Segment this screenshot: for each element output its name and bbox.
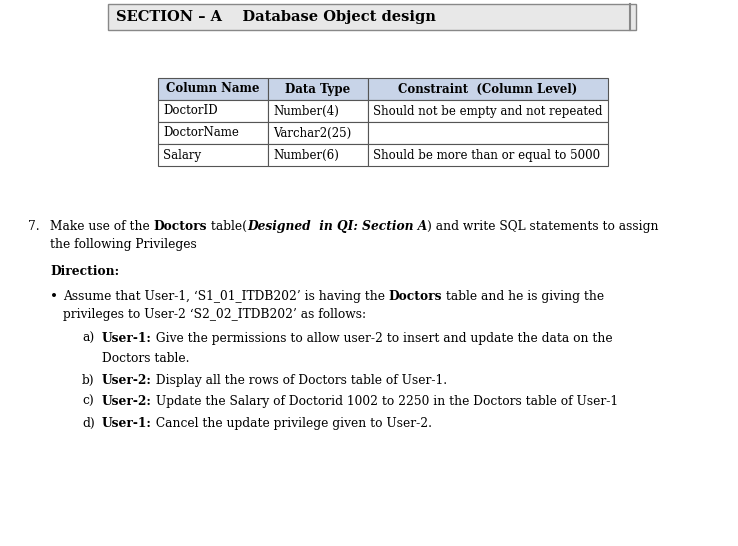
Bar: [268, 144, 368, 166]
Text: d): d): [82, 417, 94, 430]
Text: Should be more than or equal to 5000: Should be more than or equal to 5000: [373, 149, 600, 162]
Text: User-1:: User-1:: [102, 332, 152, 345]
Text: User-2:: User-2:: [102, 395, 152, 408]
Bar: [158, 144, 268, 166]
Text: Designed  in QI: Section A: Designed in QI: Section A: [247, 220, 427, 233]
Bar: [368, 100, 608, 122]
Text: Display all the rows of Doctors table of User-1.: Display all the rows of Doctors table of…: [152, 374, 447, 387]
Text: DoctorName: DoctorName: [163, 127, 239, 139]
Text: Assume that User-1, ‘S1_01_ITDB202’ is having the: Assume that User-1, ‘S1_01_ITDB202’ is h…: [63, 290, 389, 303]
Text: Cancel the update privilege given to User-2.: Cancel the update privilege given to Use…: [152, 417, 432, 430]
Bar: [268, 78, 368, 100]
Bar: [268, 100, 368, 122]
Text: c): c): [82, 395, 94, 408]
Text: User-1:: User-1:: [102, 417, 152, 430]
Text: table(: table(: [207, 220, 247, 233]
Text: Number(4): Number(4): [273, 104, 339, 117]
Bar: [368, 122, 608, 144]
Text: 7.: 7.: [28, 220, 40, 233]
Text: ) and write SQL statements to assign: ) and write SQL statements to assign: [427, 220, 659, 233]
Text: Update the Salary of Doctorid 1002 to 2250 in the Doctors table of User-1: Update the Salary of Doctorid 1002 to 22…: [152, 395, 618, 408]
Text: table and he is giving the: table and he is giving the: [442, 290, 604, 303]
Text: Number(6): Number(6): [273, 149, 339, 162]
Text: Column Name: Column Name: [166, 82, 260, 96]
Bar: [158, 100, 268, 122]
Text: Doctors: Doctors: [389, 290, 442, 303]
Bar: [108, 4, 636, 30]
Text: Salary: Salary: [163, 149, 201, 162]
Text: •: •: [50, 290, 58, 304]
Text: Data Type: Data Type: [286, 82, 351, 96]
Text: Doctors table.: Doctors table.: [102, 352, 190, 365]
Bar: [158, 122, 268, 144]
Text: Constraint  (Column Level): Constraint (Column Level): [399, 82, 578, 96]
Text: Varchar2(25): Varchar2(25): [273, 127, 351, 139]
Text: DoctorID: DoctorID: [163, 104, 218, 117]
Text: b): b): [82, 374, 94, 387]
Text: Doctors: Doctors: [154, 220, 207, 233]
Bar: [158, 78, 268, 100]
Bar: [368, 78, 608, 100]
Text: a): a): [82, 332, 94, 345]
Text: User-2:: User-2:: [102, 374, 152, 387]
Text: the following Privileges: the following Privileges: [50, 238, 197, 251]
Text: Should not be empty and not repeated: Should not be empty and not repeated: [373, 104, 602, 117]
Text: Give the permissions to allow user-2 to insert and update the data on the: Give the permissions to allow user-2 to …: [152, 332, 613, 345]
Text: SECTION – A    Database Object design: SECTION – A Database Object design: [116, 10, 436, 24]
Text: Direction:: Direction:: [50, 265, 119, 278]
Text: Make use of the: Make use of the: [50, 220, 154, 233]
Text: privileges to User-2 ‘S2_02_ITDB202’ as follows:: privileges to User-2 ‘S2_02_ITDB202’ as …: [63, 308, 366, 321]
Bar: [368, 144, 608, 166]
Bar: [268, 122, 368, 144]
